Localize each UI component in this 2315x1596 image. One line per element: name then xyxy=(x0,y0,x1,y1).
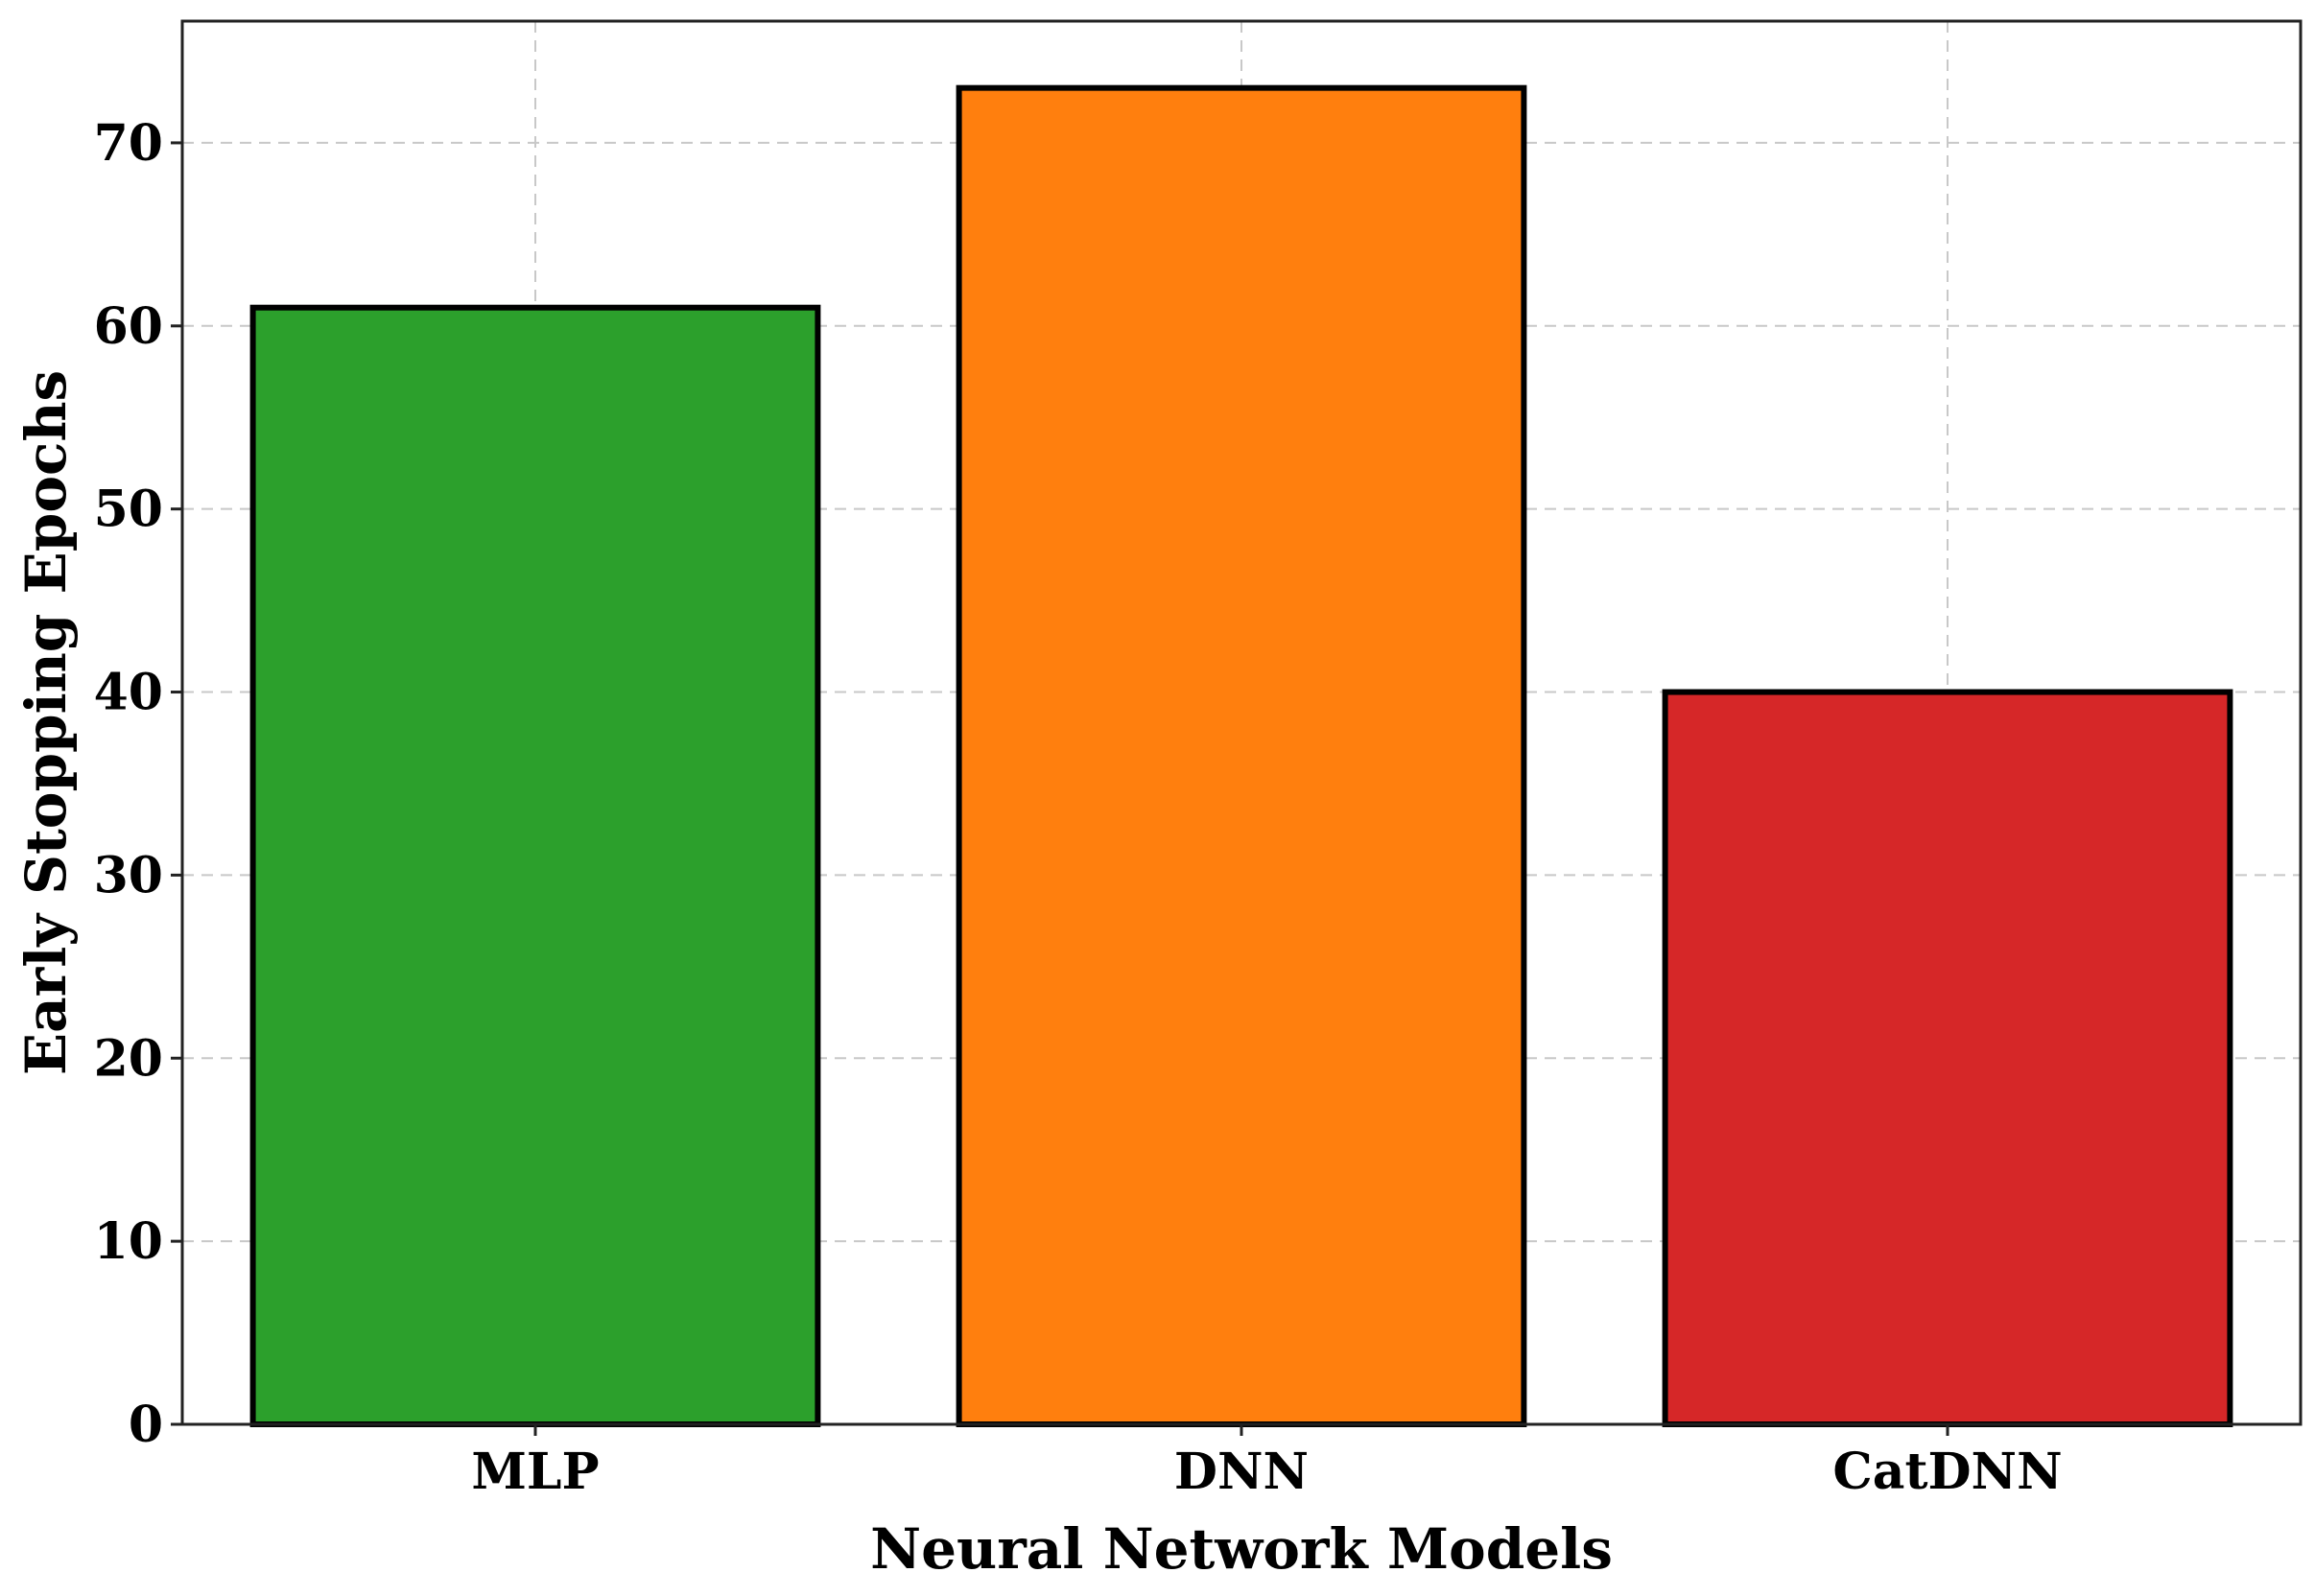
x-tick-label: MLP xyxy=(471,1443,599,1501)
bar-catdnn xyxy=(1662,689,2233,1427)
bar-mlp xyxy=(249,304,821,1427)
x-tick-label: CatDNN xyxy=(1832,1443,2062,1501)
tick-layer: 0 10 20 30 40 50 60 70 MLP DNN CatDNN xyxy=(94,114,2063,1501)
y-tick-label: 40 xyxy=(94,664,163,722)
y-tick-label: 0 xyxy=(129,1396,163,1454)
y-tick-label: 30 xyxy=(94,846,163,904)
y-tick-label: 10 xyxy=(94,1212,163,1271)
y-tick-label: 60 xyxy=(94,297,163,356)
bar-layer xyxy=(249,84,2233,1428)
y-tick-label: 20 xyxy=(94,1029,163,1088)
bar-dnn xyxy=(956,84,1527,1428)
x-axis-title: Neural Network Models xyxy=(870,1516,1613,1582)
y-axis-title: Early Stopping Epochs xyxy=(13,370,79,1075)
y-tick-label: 50 xyxy=(94,481,163,539)
x-tick-label: DNN xyxy=(1174,1443,1309,1501)
y-tick-label: 70 xyxy=(94,114,163,173)
